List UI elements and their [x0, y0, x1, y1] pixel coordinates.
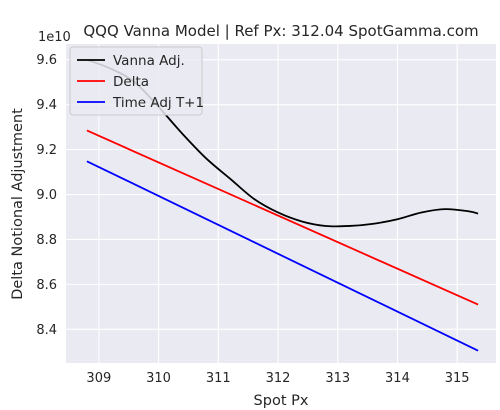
y-tick-label: 9.4 [36, 98, 57, 113]
y-tick-label: 9.6 [36, 53, 57, 68]
legend-label-time-adj: Time Adj T+1 [112, 95, 204, 111]
y-tick-label: 9.0 [36, 188, 57, 203]
x-tick-label: 312 [266, 371, 291, 386]
y-tick-label: 9.2 [36, 143, 57, 158]
y-tick-label: 8.6 [36, 278, 57, 293]
x-axis-label: Spot Px [254, 393, 309, 409]
legend-label-delta: Delta [113, 74, 149, 90]
grid [66, 44, 496, 363]
legend-label-vanna: Vanna Adj. [113, 53, 185, 69]
x-tick-label: 315 [445, 371, 470, 386]
y-axis-label: Delta Notional Adjustment [10, 108, 26, 300]
legend: Vanna Adj. Delta Time Adj T+1 [69, 46, 204, 116]
x-tick-label: 309 [86, 371, 111, 386]
chart-title: QQQ Vanna Model | Ref Px: 312.04 SpotGam… [83, 22, 478, 40]
x-tick-label: 313 [325, 371, 350, 386]
x-tick-label: 310 [146, 371, 171, 386]
y-tick-label: 8.4 [36, 323, 57, 338]
series-line-time-adj-t1 [86, 160, 479, 352]
legend-box [69, 46, 203, 116]
tick-labels: 309 310 311 312 313 314 315 8.4 8.6 8.8 9.0 9.2 9.4 9… [36, 53, 469, 386]
series-line-delta [86, 129, 479, 306]
x-tick-label: 314 [385, 371, 410, 386]
y-tick-label: 8.8 [36, 233, 57, 248]
x-tick-label: 311 [206, 371, 231, 386]
y-offset-text: 1e10 [38, 30, 71, 45]
